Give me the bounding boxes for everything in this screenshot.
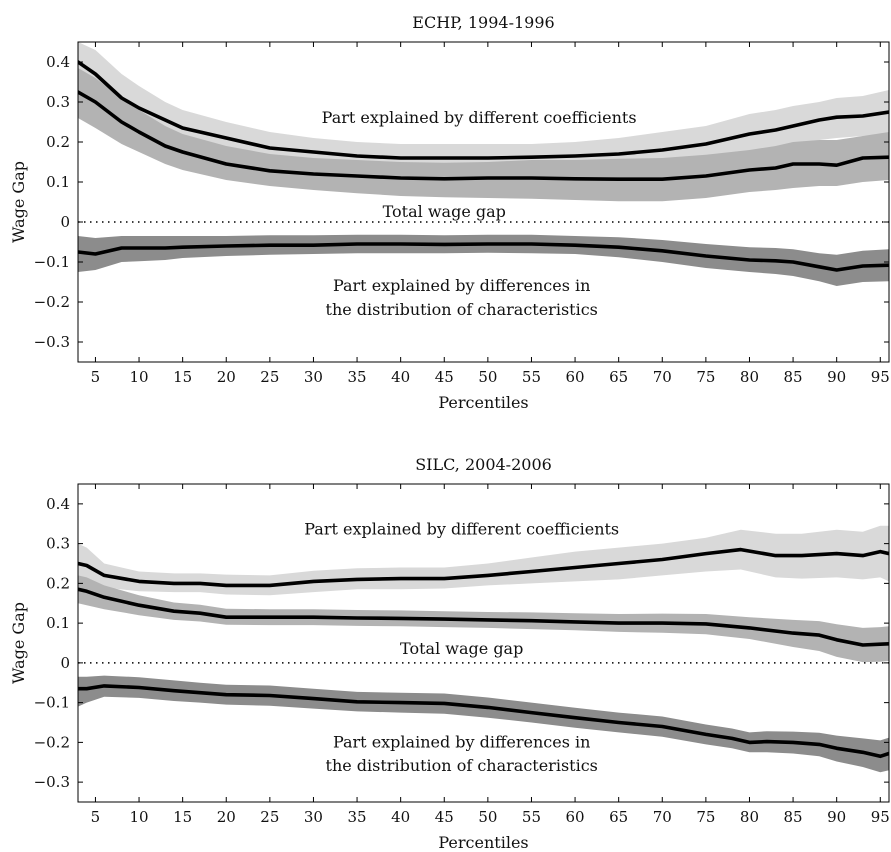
confidence-band-characteristics (78, 675, 889, 773)
x-tick-label: 55 (522, 808, 541, 826)
annotation-label: Total wage gap (383, 202, 506, 221)
y-tick-label: −0.2 (34, 733, 70, 751)
x-tick-label: 80 (740, 808, 759, 826)
x-tick-label: 25 (260, 368, 279, 386)
annotation-label: the distribution of characteristics (326, 300, 598, 319)
y-axis-label: Wage Gap (9, 602, 28, 684)
x-axis-label: Percentiles (438, 833, 528, 852)
y-tick-label: 0.1 (46, 173, 70, 191)
panel-silc: 5 10 15 20 25 30 35 40 45 50 55 60 65 70 75 80 85 90 95 −0.… (9, 455, 890, 852)
y-tick-label: 0.1 (46, 614, 70, 632)
x-tick-label: 20 (217, 368, 236, 386)
x-tick-label: 35 (348, 368, 367, 386)
x-tick-label: 20 (217, 808, 236, 826)
y-tick-label: 0.4 (46, 495, 70, 513)
x-tick-label: 60 (566, 808, 585, 826)
x-tick-label: 50 (478, 808, 497, 826)
x-tick-label: 85 (784, 368, 803, 386)
x-tick-label: 30 (304, 808, 323, 826)
x-tick-label: 40 (391, 368, 410, 386)
series-line-coefficients (78, 547, 889, 588)
x-tick-label: 90 (827, 368, 846, 386)
x-tick-label: 60 (566, 368, 585, 386)
y-tick-label: −0.1 (34, 253, 70, 271)
x-tick-label: 65 (609, 368, 628, 386)
x-tick-label: 5 (91, 368, 101, 386)
y-tick-label: 0 (60, 213, 70, 231)
x-tick-label: 70 (653, 808, 672, 826)
series-line-characteristics (78, 684, 889, 759)
y-tick-label: 0.3 (46, 93, 70, 111)
x-tick-label: 80 (740, 368, 759, 386)
series-line-coefficients (78, 60, 889, 160)
x-tick-label: 75 (696, 368, 715, 386)
x-tick-label: 10 (129, 808, 148, 826)
annotation-label: Part explained by different coefficients (322, 108, 637, 127)
x-tick-label: 10 (129, 368, 148, 386)
x-tick-label: 95 (871, 368, 890, 386)
x-tick-label: 15 (173, 368, 192, 386)
plot-area (78, 525, 889, 773)
annotation-label: the distribution of characteristics (326, 756, 598, 775)
x-tick-label: 90 (827, 808, 846, 826)
confidence-band-coefficients (78, 525, 889, 596)
y-tick-label: 0.4 (46, 53, 70, 71)
x-tick-label: 30 (304, 368, 323, 386)
x-tick-label: 50 (478, 368, 497, 386)
annotation-label: Part explained by differences in (333, 276, 591, 295)
x-tick-label: 70 (653, 368, 672, 386)
x-tick-label: 45 (435, 808, 454, 826)
x-tick-label: 95 (871, 808, 890, 826)
plot-frame (77, 41, 890, 363)
chart-title: SILC, 2004-2006 (415, 455, 552, 474)
x-tick-label: 15 (173, 808, 192, 826)
confidence-band-characteristics (78, 234, 889, 286)
confidence-band-coefficients (78, 42, 889, 170)
x-tick-label: 75 (696, 808, 715, 826)
x-tick-label: 65 (609, 808, 628, 826)
series-line-total (78, 90, 889, 181)
y-tick-label: 0.2 (46, 133, 70, 151)
x-tick-label: 25 (260, 808, 279, 826)
plot-area (78, 42, 889, 286)
annotation-label: Total wage gap (400, 639, 523, 658)
y-tick-label: −0.1 (34, 694, 70, 712)
x-tick-label: 85 (784, 808, 803, 826)
x-tick-label: 55 (522, 368, 541, 386)
y-tick-label: −0.3 (34, 773, 70, 791)
series-line-total (78, 587, 889, 647)
y-tick-label: 0 (60, 654, 70, 672)
x-tick-label: 40 (391, 808, 410, 826)
y-tick-label: 0.2 (46, 574, 70, 592)
x-tick-label: 35 (348, 808, 367, 826)
series-line-characteristics (78, 242, 889, 272)
y-axis-label: Wage Gap (9, 161, 28, 243)
y-tick-label: −0.2 (34, 293, 70, 311)
x-axis-label: Percentiles (438, 393, 528, 412)
plot-frame (77, 483, 890, 803)
x-tick-label: 45 (435, 368, 454, 386)
panel-echp: 5 10 15 20 25 30 35 40 45 50 55 60 65 70 75 80 85 90 95 −0.… (9, 13, 890, 412)
confidence-band-total (78, 68, 889, 202)
chart-title: ECHP, 1994-1996 (412, 13, 554, 32)
annotation-label: Part explained by different coefficients (304, 520, 619, 539)
y-tick-label: 0.3 (46, 535, 70, 553)
x-tick-label: 5 (91, 808, 101, 826)
y-tick-label: −0.3 (34, 333, 70, 351)
annotation-label: Part explained by differences in (333, 732, 591, 751)
